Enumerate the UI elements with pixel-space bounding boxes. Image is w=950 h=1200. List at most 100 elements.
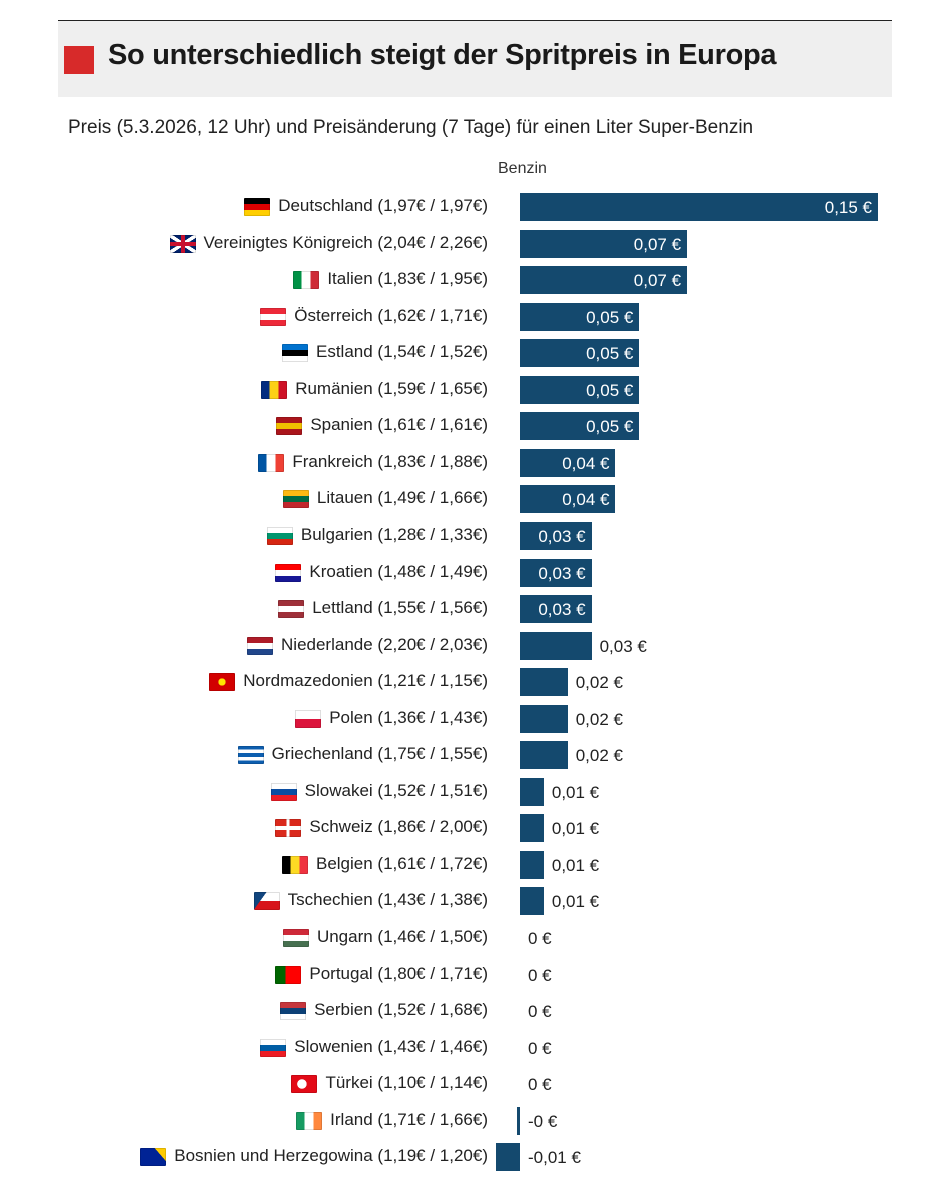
data-bar — [496, 1143, 520, 1172]
data-bar — [520, 193, 878, 221]
country-flag-icon — [281, 855, 308, 874]
data-bar — [520, 229, 688, 258]
country-label: Kroatien (1,48€ / 1,49€) — [309, 561, 488, 581]
table-row: Polen (1,36€ / 1,43€) 0,02 € — [0, 702, 950, 736]
data-bar — [520, 814, 544, 843]
data-bar — [520, 558, 592, 587]
value-label: 0,04 € — [562, 490, 610, 510]
country-flag-icon — [275, 563, 302, 582]
country-label: Rumänien (1,59€ / 1,65€) — [295, 378, 488, 398]
country-label: Niederlande (2,20€ / 2,03€) — [281, 634, 488, 654]
data-bar — [520, 266, 688, 295]
table-row: Niederlande (2,20€ / 2,03€) 0,03 € — [0, 629, 950, 663]
country-flag-icon — [296, 1111, 323, 1130]
value-label: 0,15 € — [824, 198, 872, 217]
country-flag-icon — [278, 600, 305, 619]
country-flag-icon — [260, 307, 287, 326]
data-bar — [517, 1106, 520, 1135]
country-flag-icon — [169, 234, 196, 253]
value-label: -0,01 € — [528, 1148, 581, 1168]
country-label: Irland (1,71€ / 1,66€) — [330, 1109, 488, 1129]
table-row: Litauen (1,49€ / 1,66€) 0,04 € — [0, 482, 950, 516]
value-label: 0,02 € — [575, 746, 623, 766]
country-label: Slowakei (1,52€ / 1,51€) — [304, 780, 488, 800]
country-flag-icon — [291, 1075, 318, 1094]
data-bar — [520, 777, 544, 806]
country-flag-icon — [275, 965, 302, 984]
value-label: 0,05 € — [586, 417, 634, 437]
value-label: 0,03 € — [538, 563, 586, 583]
table-row: Rumänien (1,59€ / 1,65€) 0,05 € — [0, 373, 950, 407]
country-label: Polen (1,36€ / 1,43€) — [329, 707, 488, 727]
country-label: Frankreich (1,83€ / 1,88€) — [292, 451, 488, 471]
country-flag-icon — [258, 453, 285, 472]
value-label: 0,05 € — [586, 380, 634, 400]
table-row: Italien (1,83€ / 1,95€) 0,07 € — [0, 263, 950, 297]
data-bar — [520, 850, 544, 879]
value-label: 0,03 € — [538, 526, 586, 546]
country-label: Belgien (1,61€ / 1,72€) — [315, 853, 488, 873]
country-label: Slowenien (1,43€ / 1,46€) — [294, 1036, 488, 1056]
country-label: Schweiz (1,86€ / 2,00€) — [309, 817, 488, 837]
country-flag-icon — [293, 271, 320, 290]
table-row: Frankreich (1,83€ / 1,88€) 0,04 € — [0, 446, 950, 480]
data-bar — [520, 448, 616, 477]
value-label: 0,07 € — [633, 234, 682, 254]
data-bar — [520, 631, 592, 660]
country-label: Serbien (1,52€ / 1,68€) — [314, 1000, 488, 1020]
table-row: Ungarn (1,46€ / 1,50€) 0 € — [0, 921, 950, 955]
table-row: Schweiz (1,86€ / 2,00€) 0,01 € — [0, 811, 950, 845]
table-row: Slowakei (1,52€ / 1,51€) 0,01 € — [0, 775, 950, 809]
table-row: Türkei (1,10€ / 1,14€) 0 € — [0, 1067, 950, 1101]
column-label: Benzin — [498, 160, 547, 177]
value-label: 0,01 € — [551, 855, 600, 875]
country-flag-icon — [282, 490, 309, 509]
data-bar — [520, 375, 640, 404]
value-label: 0 € — [528, 1075, 552, 1095]
data-bar — [520, 485, 616, 514]
red-square-marker — [64, 46, 94, 74]
table-row: Tschechien (1,43€ / 1,38€) 0,01 € — [0, 884, 950, 918]
country-flag-icon — [266, 526, 293, 545]
country-label: Litauen (1,49€ / 1,66€) — [316, 488, 488, 508]
value-label: 0 € — [528, 1002, 552, 1022]
country-label: Lettland (1,55€ / 1,56€) — [312, 598, 488, 618]
country-label: Italien (1,83€ / 1,95€) — [327, 269, 488, 289]
country-flag-icon — [237, 746, 264, 765]
data-bar — [520, 887, 544, 916]
table-row: Irland (1,71€ / 1,66€) -0 € — [0, 1104, 950, 1138]
table-row: Österreich (1,62€ / 1,71€) 0,05 € — [0, 300, 950, 334]
data-bar — [520, 595, 592, 624]
country-label: Ungarn (1,46€ / 1,50€) — [316, 927, 488, 946]
country-label: Österreich (1,62€ / 1,71€) — [294, 305, 488, 325]
country-label: Bosnien und Herzegowina (1,19€ / 1,20€) — [174, 1146, 488, 1166]
country-label: Spanien (1,61€ / 1,61€) — [310, 415, 488, 435]
table-row: Spanien (1,61€ / 1,61€) 0,05 € — [0, 409, 950, 443]
value-label: 0 € — [528, 1038, 552, 1058]
data-bar — [520, 339, 640, 368]
country-flag-icon — [209, 673, 236, 692]
country-label: Nordmazedonien (1,21€ / 1,15€) — [243, 671, 488, 691]
table-row: Bulgarien (1,28€ / 1,33€) 0,03 € — [0, 519, 950, 553]
table-row: Slowenien (1,43€ / 1,46€) 0 € — [0, 1031, 950, 1065]
value-label: -0 € — [528, 1111, 558, 1131]
value-label: 0,05 € — [586, 307, 634, 327]
chart-subtitle: Preis (5.3.2026, 12 Uhr) und Preisänderu… — [68, 117, 754, 138]
value-label: 0,04 € — [562, 453, 610, 473]
country-flag-icon — [247, 636, 274, 655]
country-flag-icon — [295, 709, 322, 728]
value-label: 0,07 € — [633, 271, 682, 291]
country-flag-icon — [244, 198, 271, 216]
country-label: Estland (1,54€ / 1,52€) — [315, 342, 488, 362]
country-flag-icon — [276, 417, 303, 436]
data-bar — [520, 302, 640, 331]
country-label: Deutschland (1,97€ / 1,97€) — [278, 196, 488, 215]
country-flag-icon — [270, 782, 297, 801]
table-row: Lettland (1,55€ / 1,56€) 0,03 € — [0, 592, 950, 626]
country-label: Portugal (1,80€ / 1,71€) — [309, 963, 488, 983]
table-row: Estland (1,54€ / 1,52€) 0,05 € — [0, 336, 950, 370]
country-flag-icon — [281, 344, 308, 363]
chart-title: So unterschiedlich steigt der Spritpreis… — [108, 39, 777, 71]
value-label: 0,02 € — [575, 673, 623, 693]
